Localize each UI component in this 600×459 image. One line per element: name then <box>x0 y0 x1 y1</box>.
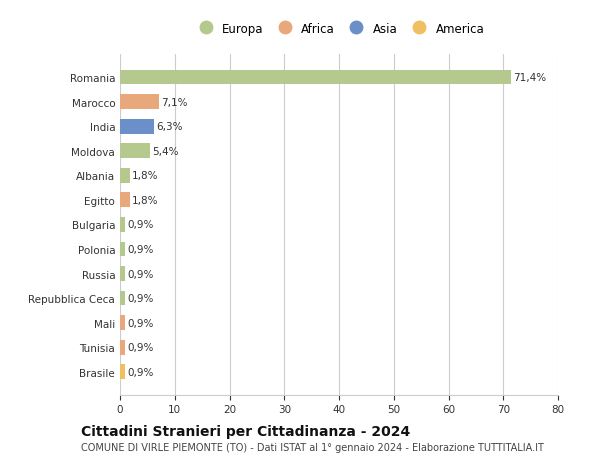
Text: 5,4%: 5,4% <box>152 146 178 157</box>
Bar <box>120 218 125 232</box>
Legend: Europa, Africa, Asia, America: Europa, Africa, Asia, America <box>191 20 487 38</box>
Text: 6,3%: 6,3% <box>157 122 183 132</box>
Text: 1,8%: 1,8% <box>132 171 158 181</box>
Bar <box>120 144 149 159</box>
Bar <box>120 267 125 281</box>
Bar <box>120 168 130 183</box>
Bar <box>120 316 125 330</box>
Bar <box>120 119 154 134</box>
Text: 0,9%: 0,9% <box>127 318 154 328</box>
Bar <box>120 291 125 306</box>
Bar <box>120 71 511 85</box>
Text: 0,9%: 0,9% <box>127 293 154 303</box>
Text: 0,9%: 0,9% <box>127 367 154 377</box>
Bar <box>120 340 125 355</box>
Text: Cittadini Stranieri per Cittadinanza - 2024: Cittadini Stranieri per Cittadinanza - 2… <box>81 425 410 438</box>
Text: 7,1%: 7,1% <box>161 97 188 107</box>
Bar <box>120 364 125 379</box>
Text: COMUNE DI VIRLE PIEMONTE (TO) - Dati ISTAT al 1° gennaio 2024 - Elaborazione TUT: COMUNE DI VIRLE PIEMONTE (TO) - Dati IST… <box>81 442 544 452</box>
Bar <box>120 193 130 208</box>
Text: 1,8%: 1,8% <box>132 196 158 205</box>
Bar <box>120 242 125 257</box>
Text: 0,9%: 0,9% <box>127 269 154 279</box>
Text: 0,9%: 0,9% <box>127 220 154 230</box>
Bar <box>120 95 159 110</box>
Text: 71,4%: 71,4% <box>513 73 546 83</box>
Text: 0,9%: 0,9% <box>127 245 154 254</box>
Text: 0,9%: 0,9% <box>127 342 154 353</box>
